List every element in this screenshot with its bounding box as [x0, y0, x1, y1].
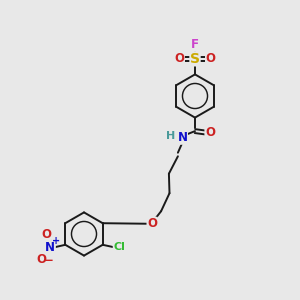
Text: F: F [191, 38, 199, 51]
Text: O: O [36, 253, 46, 266]
Text: O: O [147, 217, 157, 230]
Text: N: N [45, 241, 55, 254]
Text: H: H [167, 131, 176, 141]
Text: S: S [190, 52, 200, 66]
Text: O: O [205, 126, 215, 139]
Text: O: O [41, 228, 51, 241]
Text: +: + [52, 236, 60, 246]
Text: O: O [206, 52, 216, 65]
Text: −: − [44, 254, 54, 267]
Text: N: N [177, 131, 188, 144]
Text: O: O [174, 52, 184, 65]
Text: Cl: Cl [113, 242, 125, 252]
